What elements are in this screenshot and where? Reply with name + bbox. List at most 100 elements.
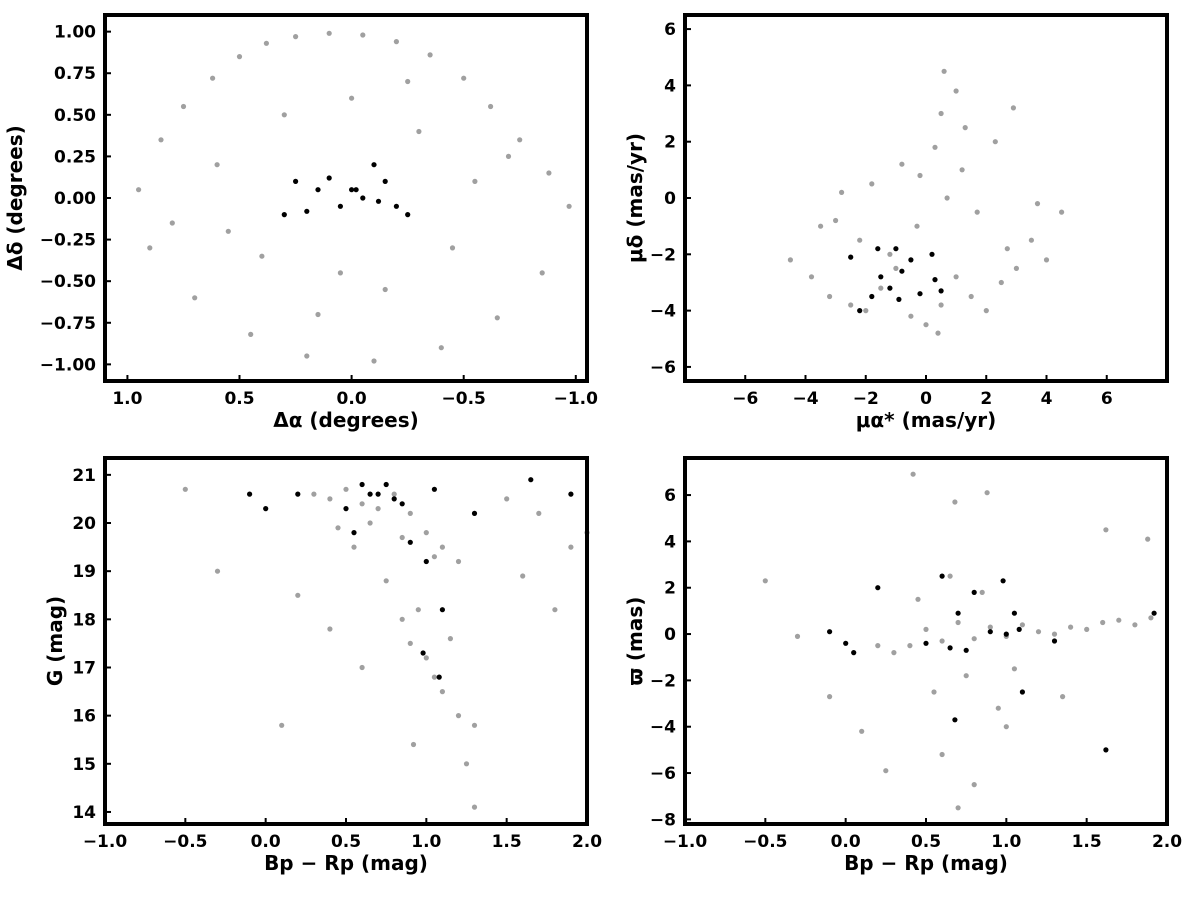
field-star-point xyxy=(808,274,815,280)
field-star-point xyxy=(968,293,974,300)
member-star-point xyxy=(939,573,945,579)
y-tick-label: 21 xyxy=(72,466,96,486)
member-star-point xyxy=(382,178,388,184)
field-star-point xyxy=(439,689,445,695)
y-tick-label: 16 xyxy=(72,707,96,727)
member-star-point xyxy=(963,647,969,653)
x-tick-label: 1.0 xyxy=(991,832,1021,852)
field-star-point xyxy=(1028,237,1034,243)
y-axis-label: μδ (mas/yr) xyxy=(623,133,647,263)
member-star-point xyxy=(917,291,923,297)
x-tick-label: 1.0 xyxy=(112,389,142,409)
member-star-point xyxy=(869,293,875,300)
field-star-point xyxy=(1145,536,1151,542)
x-axis-label: Δα (degrees) xyxy=(273,408,419,432)
member-star-point xyxy=(848,254,854,260)
field-star-point xyxy=(326,30,332,36)
member-star-point xyxy=(875,585,881,591)
field-star-point xyxy=(192,295,198,301)
field-star-point xyxy=(1059,209,1065,215)
field-star-point xyxy=(461,75,467,81)
field-star-point xyxy=(935,330,941,336)
field-star-point xyxy=(447,636,453,642)
field-star-point xyxy=(869,181,875,187)
field-star-point xyxy=(878,285,884,291)
field-star-point xyxy=(1100,619,1106,626)
field-star-point xyxy=(471,722,478,728)
field-star-point xyxy=(423,530,429,536)
field-star-point xyxy=(839,189,845,195)
field-star-point xyxy=(984,490,990,496)
x-tick-label: 2.0 xyxy=(1152,832,1182,852)
field-star-point xyxy=(536,510,542,516)
field-star-point xyxy=(337,270,343,276)
field-star-point xyxy=(375,506,381,512)
member-star-point xyxy=(383,481,389,488)
field-star-point xyxy=(848,302,854,308)
y-tick-label: −2 xyxy=(650,671,676,691)
field-star-point xyxy=(382,286,388,293)
x-tick-label: −0.5 xyxy=(743,832,787,852)
field-star-point xyxy=(520,573,526,579)
member-star-point xyxy=(827,629,833,635)
plot-frame xyxy=(103,456,589,826)
y-tick-label: 0.75 xyxy=(54,64,96,84)
y-tick-label: 19 xyxy=(72,562,96,582)
field-star-point xyxy=(399,534,405,541)
field-star-point xyxy=(488,103,494,110)
field-star-point xyxy=(883,768,889,774)
field-star-point xyxy=(959,167,965,173)
points-1 xyxy=(136,30,572,364)
x-axis-label: Bp − Rp (mag) xyxy=(844,851,1008,875)
y-tick-label: −1.00 xyxy=(40,355,96,375)
member-star-point xyxy=(304,208,310,214)
field-star-point xyxy=(210,75,216,81)
x-tick-label: −0.5 xyxy=(442,389,486,409)
field-star-point xyxy=(360,32,366,38)
field-star-point xyxy=(248,331,254,337)
field-star-point xyxy=(891,650,897,656)
field-star-point xyxy=(1051,631,1058,637)
x-tick-label: 0.0 xyxy=(337,389,367,409)
field-star-point xyxy=(932,144,938,150)
member-star-point xyxy=(431,486,437,492)
field-star-point xyxy=(279,722,285,728)
field-star-point xyxy=(315,311,321,318)
member-star-point xyxy=(263,506,269,512)
field-star-point xyxy=(552,607,558,613)
field-star-point xyxy=(907,643,913,649)
field-star-point xyxy=(335,525,341,531)
field-star-point xyxy=(863,308,869,314)
member-star-point xyxy=(938,288,944,294)
x-tick-label: 0.0 xyxy=(251,832,281,852)
field-star-point xyxy=(1068,624,1074,630)
field-star-point xyxy=(236,54,243,60)
y-axis-label: G (mag) xyxy=(43,596,67,686)
member-star-point xyxy=(908,257,914,263)
field-star-point xyxy=(941,68,947,74)
x-tick-label: 0.0 xyxy=(831,832,861,852)
member-star-point xyxy=(875,246,881,252)
member-star-point xyxy=(955,610,961,616)
field-star-point xyxy=(327,626,333,632)
field-star-point xyxy=(1060,694,1066,700)
member-star-point xyxy=(878,274,884,280)
field-star-point xyxy=(415,607,421,613)
field-star-point xyxy=(343,486,349,492)
y-axis-label: Δδ (degrees) xyxy=(3,125,27,271)
field-star-point xyxy=(987,624,993,630)
field-star-point xyxy=(971,782,977,788)
field-star-point xyxy=(908,313,914,319)
field-star-point xyxy=(449,245,456,251)
member-star-point xyxy=(843,640,849,646)
field-star-point xyxy=(383,578,389,584)
field-star-point xyxy=(293,34,299,40)
field-star-point xyxy=(953,88,959,94)
member-star-point xyxy=(375,198,382,204)
field-star-point xyxy=(1019,622,1025,628)
member-star-point xyxy=(929,251,935,257)
field-star-point xyxy=(359,501,365,507)
field-star-point xyxy=(1011,666,1018,672)
x-tick-label: −0.5 xyxy=(163,832,207,852)
member-star-point xyxy=(987,629,993,635)
